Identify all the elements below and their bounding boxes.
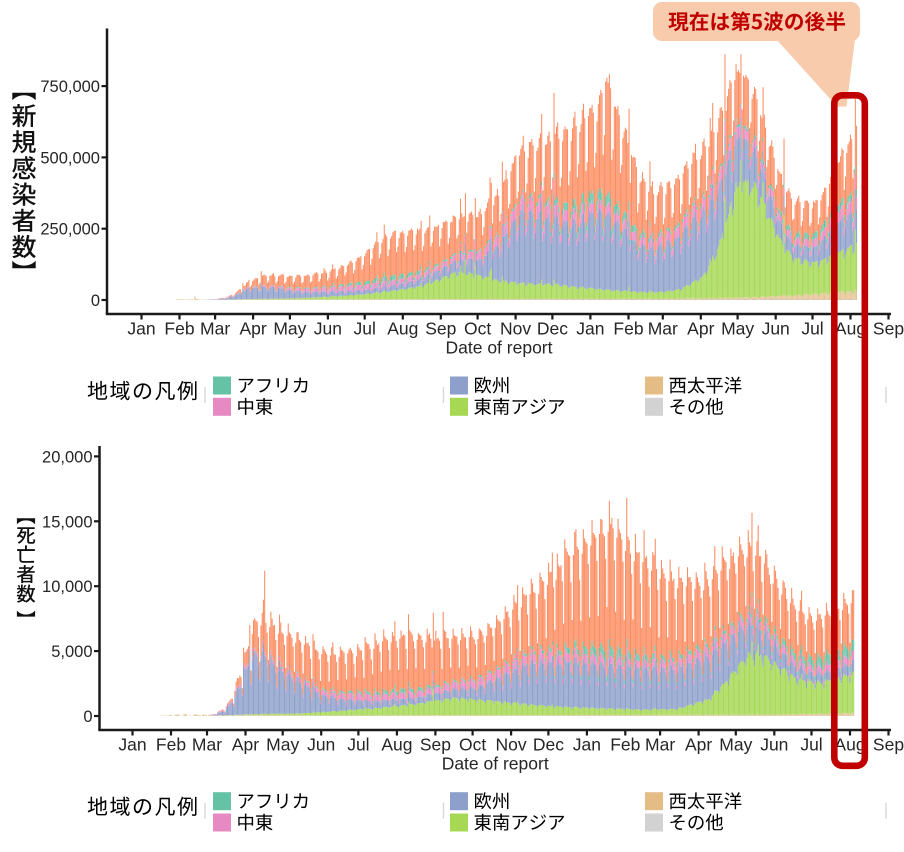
svg-text:Oct: Oct bbox=[459, 735, 486, 755]
svg-text:Jan: Jan bbox=[576, 319, 604, 339]
svg-text:Sep: Sep bbox=[873, 735, 904, 755]
svg-text:Dec: Dec bbox=[533, 735, 564, 755]
svg-text:Jan: Jan bbox=[573, 735, 601, 755]
svg-text:Jan: Jan bbox=[127, 319, 155, 339]
svg-text:Mar: Mar bbox=[648, 319, 678, 339]
svg-text:Apr: Apr bbox=[232, 735, 259, 755]
svg-text:Date of report: Date of report bbox=[446, 338, 553, 358]
svg-text:May: May bbox=[266, 735, 299, 755]
svg-text:15,000: 15,000 bbox=[42, 513, 92, 531]
svg-text:May: May bbox=[721, 319, 754, 339]
svg-text:Jun: Jun bbox=[760, 735, 788, 755]
svg-text:Aug: Aug bbox=[835, 319, 866, 339]
svg-text:Mar: Mar bbox=[645, 735, 675, 755]
svg-text:Jun: Jun bbox=[762, 319, 790, 339]
svg-text:Mar: Mar bbox=[200, 319, 230, 339]
svg-text:Apr: Apr bbox=[239, 319, 266, 339]
svg-text:Nov: Nov bbox=[500, 319, 531, 339]
svg-text:May: May bbox=[273, 319, 306, 339]
svg-text:Jun: Jun bbox=[314, 319, 342, 339]
svg-text:Jun: Jun bbox=[307, 735, 335, 755]
svg-text:Sep: Sep bbox=[425, 319, 456, 339]
svg-text:Jul: Jul bbox=[800, 735, 822, 755]
svg-text:Apr: Apr bbox=[687, 319, 714, 339]
svg-text:Feb: Feb bbox=[164, 319, 194, 339]
svg-text:750,000: 750,000 bbox=[40, 78, 100, 96]
svg-text:Nov: Nov bbox=[496, 735, 527, 755]
svg-text:Jul: Jul bbox=[347, 735, 369, 755]
svg-text:5,000: 5,000 bbox=[51, 643, 92, 661]
svg-text:Jul: Jul bbox=[801, 319, 823, 339]
svg-text:Dec: Dec bbox=[537, 319, 568, 339]
svg-text:Feb: Feb bbox=[610, 735, 640, 755]
svg-text:Apr: Apr bbox=[685, 735, 712, 755]
svg-text:May: May bbox=[719, 735, 752, 755]
svg-text:Sep: Sep bbox=[873, 319, 904, 339]
svg-text:Feb: Feb bbox=[613, 319, 643, 339]
svg-text:Oct: Oct bbox=[464, 319, 491, 339]
svg-text:Aug: Aug bbox=[387, 319, 418, 339]
svg-text:Mar: Mar bbox=[192, 735, 222, 755]
svg-text:Jul: Jul bbox=[354, 319, 376, 339]
svg-text:Sep: Sep bbox=[420, 735, 451, 755]
svg-text:Aug: Aug bbox=[834, 735, 865, 755]
svg-text:0: 0 bbox=[83, 708, 92, 726]
svg-text:20,000: 20,000 bbox=[42, 448, 92, 466]
svg-text:Jan: Jan bbox=[118, 735, 146, 755]
svg-text:Feb: Feb bbox=[156, 735, 186, 755]
svg-text:0: 0 bbox=[91, 292, 100, 310]
svg-text:Aug: Aug bbox=[381, 735, 412, 755]
svg-text:250,000: 250,000 bbox=[40, 221, 100, 239]
svg-text:10,000: 10,000 bbox=[42, 578, 92, 596]
svg-text:500,000: 500,000 bbox=[40, 149, 100, 167]
svg-text:Date of report: Date of report bbox=[442, 754, 549, 774]
